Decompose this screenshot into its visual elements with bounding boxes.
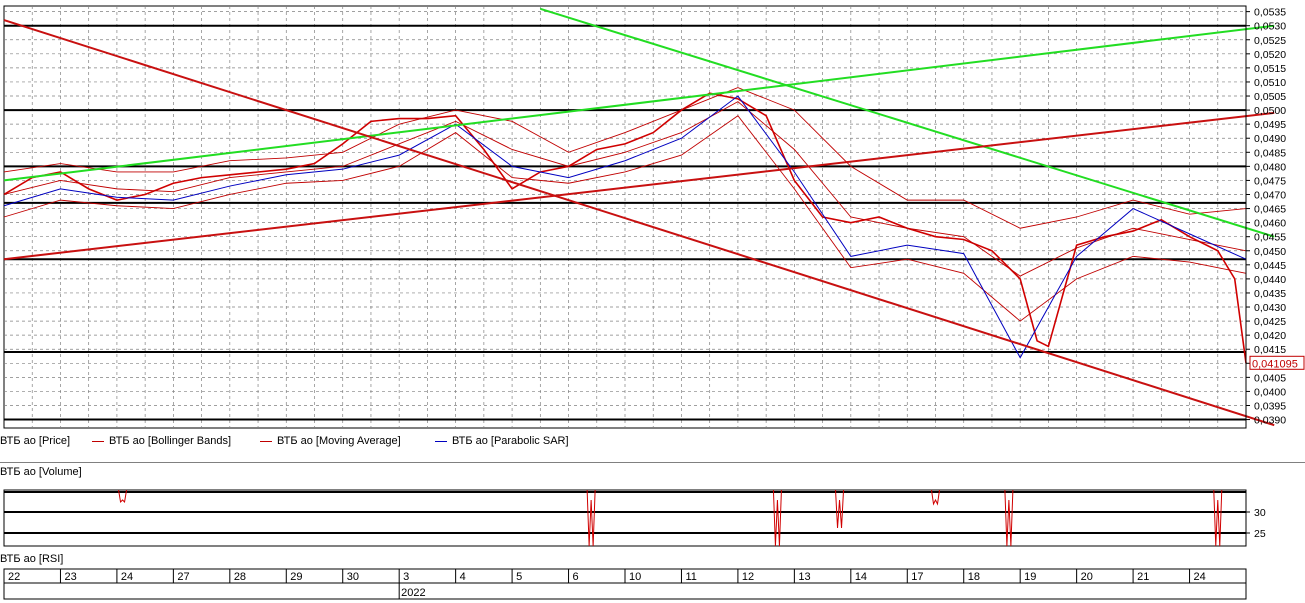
series-line bbox=[3, 87, 1247, 229]
y-axis: 0,0535 0,0530 0,0525 0,0520 0,0515 0,0510 0,05… bbox=[1245, 6, 1286, 428]
y-tick-label: 0,0390 bbox=[1254, 415, 1286, 427]
trendline bbox=[3, 19, 1275, 427]
date-tick-label: 18 bbox=[968, 571, 980, 583]
y-tick-label: 0,0435 bbox=[1254, 288, 1286, 300]
trendline bbox=[3, 24, 1275, 182]
legend: ВТБ ао [Price] ВТБ ао [Bollinger Bands] ВТ… bbox=[0, 432, 1305, 452]
date-tick-label: 3 bbox=[403, 571, 409, 583]
y-tick-label: 0,0465 bbox=[1254, 204, 1286, 216]
y-tick-label: 0,0430 bbox=[1254, 302, 1286, 314]
volume-trace bbox=[835, 489, 845, 529]
series-line bbox=[3, 115, 1247, 322]
series-line bbox=[3, 92, 1247, 364]
volume-tick-label: 25 bbox=[1254, 528, 1266, 540]
y-tick-label: 0,0505 bbox=[1254, 91, 1286, 103]
legend-label: ВТБ ао [Price] bbox=[0, 435, 71, 447]
y-tick-label: 0,0510 bbox=[1254, 77, 1286, 89]
horizontal-levels bbox=[4, 24, 1246, 421]
date-tick-label: 30 bbox=[347, 571, 359, 583]
date-tick-label: 29 bbox=[290, 571, 302, 583]
y-tick-label: 0,0460 bbox=[1254, 218, 1286, 230]
trendline bbox=[3, 111, 1275, 261]
legend-swatch bbox=[435, 440, 447, 442]
volume-frame bbox=[3, 489, 1247, 547]
legend-label: ВТБ ао [Parabolic SAR] bbox=[452, 435, 569, 447]
legend-item[interactable]: ВТБ ао [Price] bbox=[0, 435, 70, 447]
legend-swatch bbox=[92, 440, 104, 442]
date-tick-label: 5 bbox=[516, 571, 522, 583]
date-tick-label: 19 bbox=[1024, 571, 1036, 583]
y-tick-label: 0,0440 bbox=[1254, 274, 1286, 286]
volume-trace bbox=[1213, 489, 1223, 547]
y-tick-label: 0,0400 bbox=[1254, 386, 1286, 398]
date-tick-label: 22 bbox=[8, 571, 20, 583]
legend-item[interactable]: ВТБ ао [Bollinger Bands] bbox=[92, 435, 231, 447]
date-tick-label: 14 bbox=[855, 571, 867, 583]
date-axis: 22 23 24 27 28 29 30 3 4 5 6 10 11 12 13 14 17 18 19 20 21 24… bbox=[3, 568, 1247, 600]
date-tick-label: 12 bbox=[742, 571, 754, 583]
date-tick-label: 13 bbox=[798, 571, 810, 583]
y-tick-label: 0,0405 bbox=[1254, 372, 1286, 384]
date-tick-label: 6 bbox=[573, 571, 579, 583]
date-tick-label: 21 bbox=[1137, 571, 1149, 583]
chart-grid bbox=[3, 5, 1247, 429]
date-tick-label: 20 bbox=[1081, 571, 1093, 583]
volume-trace bbox=[931, 489, 940, 506]
legend-label: ВТБ ао [Bollinger Bands] bbox=[109, 435, 232, 447]
y-tick-label: 0,0415 bbox=[1254, 344, 1286, 356]
trendlines bbox=[3, 7, 1275, 427]
year-label: 2022 bbox=[401, 587, 425, 599]
legend-label: ВТБ ао [Moving Average] bbox=[277, 435, 401, 447]
volume-trace bbox=[772, 489, 782, 547]
y-tick-label: 0,0420 bbox=[1254, 330, 1286, 342]
y-tick-label: 0,0425 bbox=[1254, 316, 1286, 328]
y-tick-label: 0,0470 bbox=[1254, 189, 1286, 201]
y-tick-label: 0,0535 bbox=[1254, 7, 1286, 19]
y-tick-label: 0,0520 bbox=[1254, 49, 1286, 61]
date-tick-label: 28 bbox=[234, 571, 246, 583]
series-line bbox=[3, 95, 1247, 359]
y-tick-label: 0,0530 bbox=[1254, 21, 1286, 33]
volume-tick-label: 30 bbox=[1254, 507, 1266, 519]
y-tick-label: 0,0515 bbox=[1254, 63, 1286, 75]
y-tick-label: 0,0525 bbox=[1254, 35, 1286, 47]
volume-trace bbox=[118, 489, 128, 504]
date-tick-label: 17 bbox=[911, 571, 923, 583]
legend-item[interactable]: ВТБ ао [Parabolic SAR] bbox=[435, 435, 569, 447]
y-tick-label: 0,0485 bbox=[1254, 147, 1286, 159]
y-tick-label: 0,0475 bbox=[1254, 175, 1286, 187]
current-price-label: 0,041095 bbox=[1252, 358, 1298, 370]
volume-trace bbox=[1004, 489, 1014, 547]
series-line bbox=[3, 101, 1247, 277]
date-tick-label: 24 bbox=[1194, 571, 1206, 583]
date-tick-label: 23 bbox=[64, 571, 76, 583]
date-tick-label: 27 bbox=[177, 571, 189, 583]
y-tick-label: 0,0480 bbox=[1254, 161, 1286, 173]
y-tick-label: 0,0445 bbox=[1254, 260, 1286, 272]
volume-chart[interactable]: 30 25 bbox=[0, 488, 1305, 550]
y-tick-label: 0,0490 bbox=[1254, 133, 1286, 145]
rsi-pane-label: ВТБ ао [RSI] bbox=[0, 553, 64, 565]
y-tick-label: 0,0450 bbox=[1254, 246, 1286, 258]
legend-swatch bbox=[260, 440, 272, 442]
volume-trace bbox=[586, 489, 596, 547]
y-tick-label: 0,0500 bbox=[1254, 105, 1286, 117]
date-tick-label: 24 bbox=[121, 571, 133, 583]
current-price-tag: 0,041095 bbox=[1249, 355, 1305, 370]
y-tick-label: 0,0495 bbox=[1254, 119, 1286, 131]
price-chart[interactable]: 0,0535 0,0530 0,0525 0,0520 0,0515 0,0510 0,05… bbox=[0, 0, 1305, 432]
y-tick-label: 0,0395 bbox=[1254, 400, 1286, 412]
date-tick-label: 11 bbox=[685, 571, 696, 583]
legend-item[interactable]: ВТБ ао [Moving Average] bbox=[260, 435, 401, 447]
trendline bbox=[540, 7, 1275, 238]
y-tick-label: 0,0455 bbox=[1254, 232, 1286, 244]
volume-pane-label: ВТБ ао [Volume] bbox=[0, 466, 82, 478]
date-tick-label: 10 bbox=[629, 571, 641, 583]
date-tick-label: 4 bbox=[460, 571, 466, 583]
chart-series bbox=[3, 87, 1247, 364]
